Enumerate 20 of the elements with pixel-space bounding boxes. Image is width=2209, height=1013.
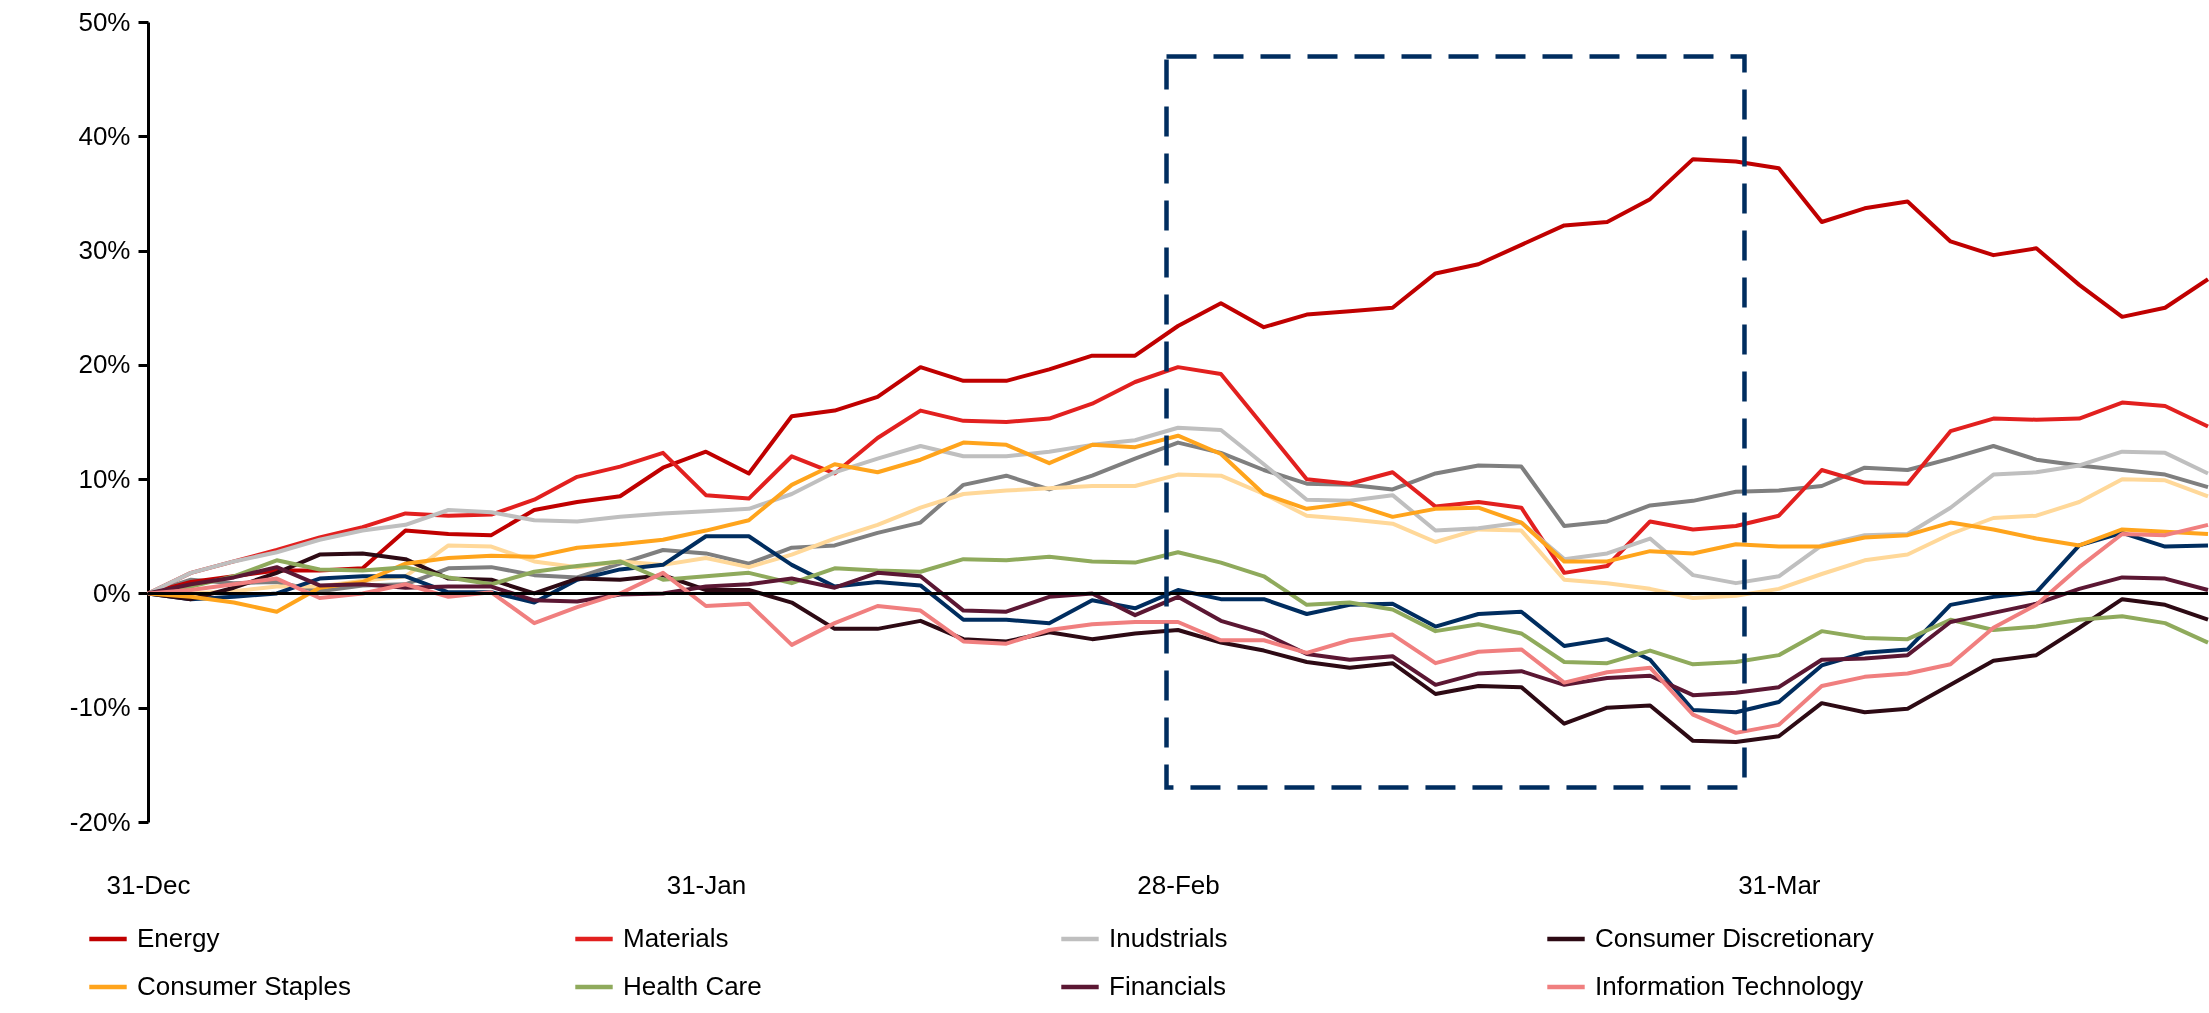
y-tick-label: -20%: [69, 806, 131, 837]
legend-label: Consumer Discretionary: [1595, 923, 1874, 953]
y-tick-label: 40%: [78, 120, 131, 151]
legend-label: Information Technology: [1595, 971, 1864, 1001]
legend-label: Financials: [1109, 971, 1227, 1001]
y-tick-label: 0%: [92, 577, 131, 608]
y-tick-label: 20%: [78, 349, 131, 380]
legend-label: Energy: [137, 923, 220, 953]
y-tick-label: 30%: [78, 235, 131, 266]
legend-label: Materials: [623, 923, 729, 953]
x-tick-label: 31-Dec: [106, 869, 191, 900]
y-tick-label: 10%: [78, 463, 131, 494]
y-tick-label: 50%: [78, 6, 131, 37]
y-tick-label: -10%: [69, 692, 131, 723]
x-tick-label: 28-Feb: [1137, 869, 1220, 900]
x-tick-label: 31-Mar: [1738, 869, 1821, 900]
legend-label: Health Care: [623, 971, 762, 1001]
x-tick-label: 31-Jan: [666, 869, 747, 900]
legend-label: Consumer Staples: [137, 971, 351, 1001]
legend-label: Inudstrials: [1109, 923, 1228, 953]
